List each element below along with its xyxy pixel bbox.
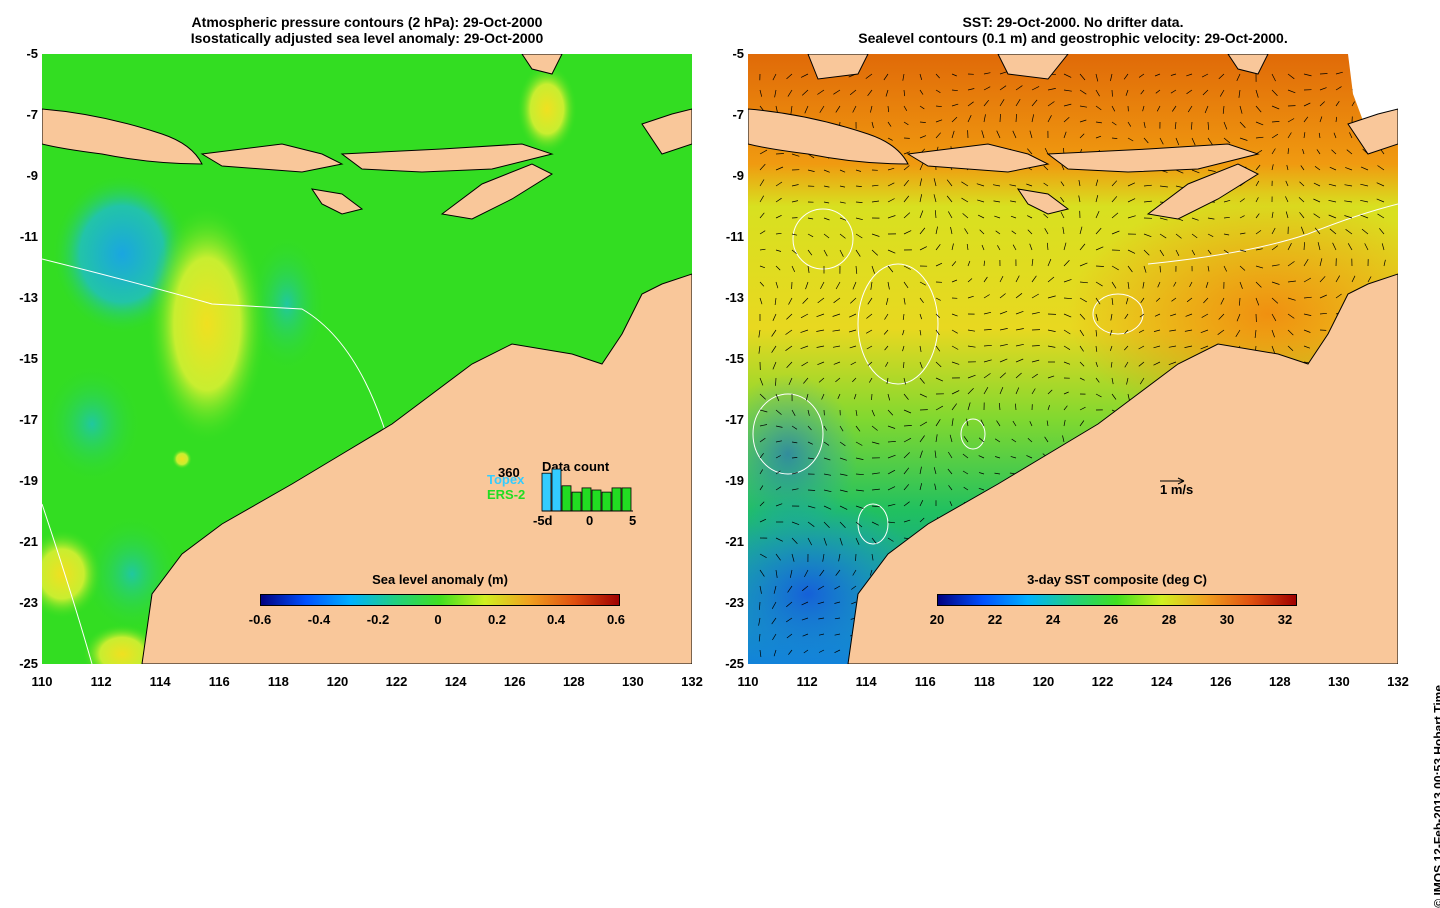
left-x-tick-label: 116: [199, 674, 239, 689]
right-x-tick-label: 116: [905, 674, 945, 689]
data-count-bar: [602, 492, 611, 511]
left-x-tick-label: 124: [436, 674, 476, 689]
data-count-xtick: 0: [586, 513, 593, 528]
right-x-tick-label: 128: [1260, 674, 1300, 689]
left-y-tick-label: -5: [4, 46, 38, 61]
left-y-tick-label: -13: [4, 290, 38, 305]
data-count-bar: [582, 488, 591, 511]
left-y-tick-label: -21: [4, 534, 38, 549]
left-x-tick-label: 118: [258, 674, 298, 689]
right-y-tick-label: -19: [710, 473, 744, 488]
left-x-tick-label: 110: [22, 674, 62, 689]
left-x-tick-label: 120: [317, 674, 357, 689]
left-colorbar-tick: -0.2: [358, 612, 398, 627]
left-colorbar-tick: 0: [418, 612, 458, 627]
data-count-bar: [552, 469, 561, 511]
right-title-line1: SST: 29-Oct-2000. No drifter data.: [748, 14, 1398, 30]
left-y-tick-label: -7: [4, 107, 38, 122]
right-x-tick-label: 112: [787, 674, 827, 689]
right-x-tick-label: 120: [1023, 674, 1063, 689]
left-title-line1: Atmospheric pressure contours (2 hPa): 2…: [42, 14, 692, 30]
left-colorbar-title: Sea level anomaly (m): [260, 572, 620, 587]
left-colorbar: [260, 594, 620, 606]
right-colorbar-title: 3-day SST composite (deg C): [937, 572, 1297, 587]
data-count-bar: [612, 488, 621, 511]
right-x-tick-label: 118: [964, 674, 1004, 689]
right-y-tick-label: -9: [710, 168, 744, 183]
right-x-tick-label: 126: [1201, 674, 1241, 689]
left-colorbar-tick: 0.4: [536, 612, 576, 627]
left-y-tick-label: -23: [4, 595, 38, 610]
right-x-tick-label: 122: [1083, 674, 1123, 689]
right-title: SST: 29-Oct-2000. No drifter data. Seale…: [748, 14, 1398, 46]
data-count-bar: [622, 488, 631, 511]
right-y-tick-label: -21: [710, 534, 744, 549]
right-colorbar-tick: 22: [975, 612, 1015, 627]
left-x-tick-label: 114: [140, 674, 180, 689]
left-x-tick-label: 122: [377, 674, 417, 689]
right-x-tick-label: 110: [728, 674, 768, 689]
left-y-tick-label: -17: [4, 412, 38, 427]
right-y-tick-label: -13: [710, 290, 744, 305]
left-colorbar-tick: 0.6: [596, 612, 636, 627]
left-y-tick-label: -9: [4, 168, 38, 183]
data-count-histogram: [540, 465, 640, 515]
right-colorbar-tick: 30: [1207, 612, 1247, 627]
right-y-tick-label: -7: [710, 107, 744, 122]
data-count-xtick: -5d: [533, 513, 553, 528]
velocity-scale-label: 1 m/s: [1160, 482, 1193, 497]
data-count-bar: [572, 492, 581, 511]
right-colorbar-tick: 28: [1149, 612, 1189, 627]
left-colorbar-tick: -0.4: [299, 612, 339, 627]
left-y-tick-label: -25: [4, 656, 38, 671]
right-x-tick-label: 130: [1319, 674, 1359, 689]
data-count-xtick: 5: [629, 513, 636, 528]
left-x-tick-label: 128: [554, 674, 594, 689]
data-count-bar: [542, 473, 551, 511]
data-count-bar: [592, 490, 601, 511]
right-colorbar: [937, 594, 1297, 606]
left-x-tick-label: 126: [495, 674, 535, 689]
right-x-tick-label: 124: [1142, 674, 1182, 689]
left-x-tick-label: 130: [613, 674, 653, 689]
right-y-tick-label: -5: [710, 46, 744, 61]
left-title-line2: Isostatically adjusted sea level anomaly…: [42, 30, 692, 46]
left-y-tick-label: -11: [4, 229, 38, 244]
left-x-tick-label: 132: [672, 674, 712, 689]
right-colorbar-tick: 32: [1265, 612, 1305, 627]
ers-label: ERS-2: [487, 487, 525, 502]
right-y-tick-label: -15: [710, 351, 744, 366]
right-colorbar-tick: 20: [917, 612, 957, 627]
right-y-tick-label: -11: [710, 229, 744, 244]
data-count-bar: [562, 486, 571, 511]
right-colorbar-tick: 26: [1091, 612, 1131, 627]
left-y-tick-label: -15: [4, 351, 38, 366]
right-x-tick-label: 114: [846, 674, 886, 689]
topex-label: Topex: [487, 472, 524, 487]
right-y-tick-label: -23: [710, 595, 744, 610]
left-colorbar-tick: -0.6: [240, 612, 280, 627]
left-title: Atmospheric pressure contours (2 hPa): 2…: [42, 14, 692, 46]
right-y-tick-label: -25: [710, 656, 744, 671]
right-title-line2: Sealevel contours (0.1 m) and geostrophi…: [748, 30, 1398, 46]
left-colorbar-tick: 0.2: [477, 612, 517, 627]
left-y-tick-label: -19: [4, 473, 38, 488]
right-y-tick-label: -17: [710, 412, 744, 427]
credit-text: © IMOS 12-Feb-2013 00:53 Hobart Time: [1432, 685, 1440, 908]
left-x-tick-label: 112: [81, 674, 121, 689]
right-colorbar-tick: 24: [1033, 612, 1073, 627]
right-x-tick-label: 132: [1378, 674, 1418, 689]
